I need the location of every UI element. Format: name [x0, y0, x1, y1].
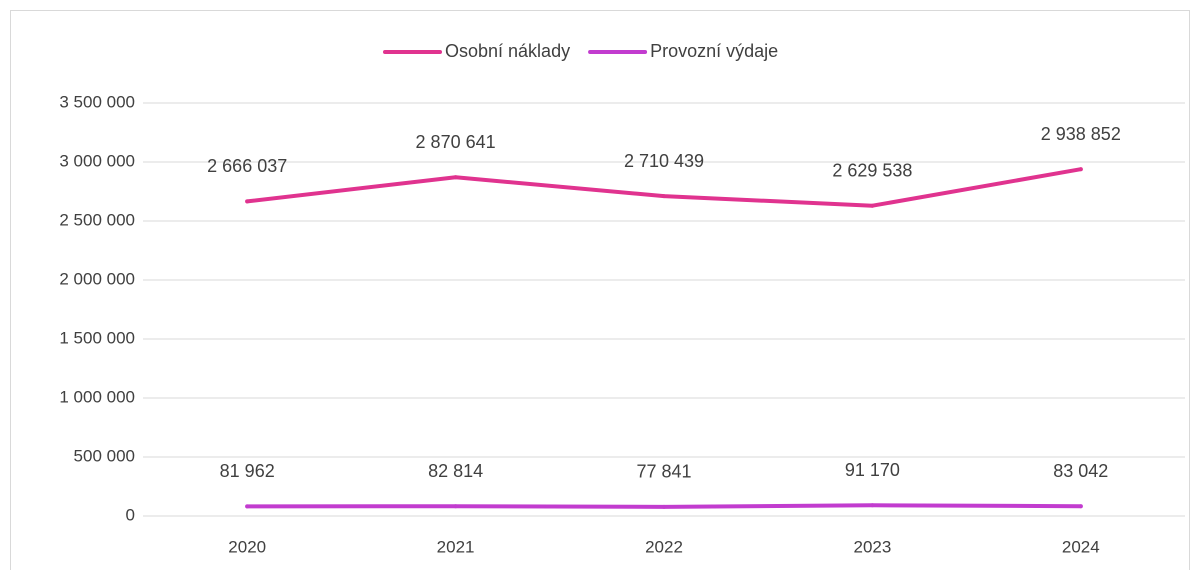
- data-label: 81 962: [220, 461, 275, 481]
- data-label: 2 710 439: [624, 151, 704, 171]
- chart-frame: [10, 10, 1190, 570]
- y-tick-label: 1 500 000: [59, 328, 135, 347]
- y-tick-label: 500 000: [74, 446, 135, 465]
- data-label: 2 666 037: [207, 156, 287, 176]
- x-tick-label: 2020: [228, 537, 266, 556]
- data-point: [662, 194, 666, 199]
- y-tick-label: 0: [126, 505, 135, 524]
- series-line: [245, 167, 1083, 208]
- x-tick-label: 2024: [1062, 537, 1100, 556]
- data-point: [453, 175, 458, 180]
- x-tick-label: 2022: [645, 537, 683, 556]
- y-tick-label: 1 000 000: [59, 387, 135, 406]
- data-label: 2 629 538: [832, 160, 912, 180]
- data-point: [245, 504, 250, 509]
- data-point: [245, 199, 250, 204]
- y-tick-label: 2 000 000: [59, 269, 135, 288]
- data-point: [1078, 167, 1083, 172]
- data-label: 83 042: [1053, 461, 1108, 481]
- y-tick-label: 2 500 000: [59, 210, 135, 229]
- data-label: 2 938 852: [1041, 124, 1121, 144]
- y-tick-label: 3 500 000: [59, 92, 135, 111]
- data-label: 2 870 641: [416, 132, 496, 152]
- y-tick-label: 3 000 000: [59, 151, 135, 170]
- data-point: [453, 504, 458, 509]
- data-point: [870, 503, 875, 508]
- x-tick-label: 2021: [437, 537, 475, 556]
- data-label: 91 170: [845, 460, 900, 480]
- data-point: [662, 504, 666, 509]
- legend-label: Provozní výdaje: [650, 41, 778, 61]
- data-point: [1078, 504, 1083, 509]
- data-label: 77 841: [636, 462, 691, 482]
- data-point: [870, 203, 875, 208]
- x-tick-label: 2023: [853, 537, 891, 556]
- data-label: 82 814: [428, 461, 483, 481]
- legend-label: Osobní náklady: [445, 41, 570, 61]
